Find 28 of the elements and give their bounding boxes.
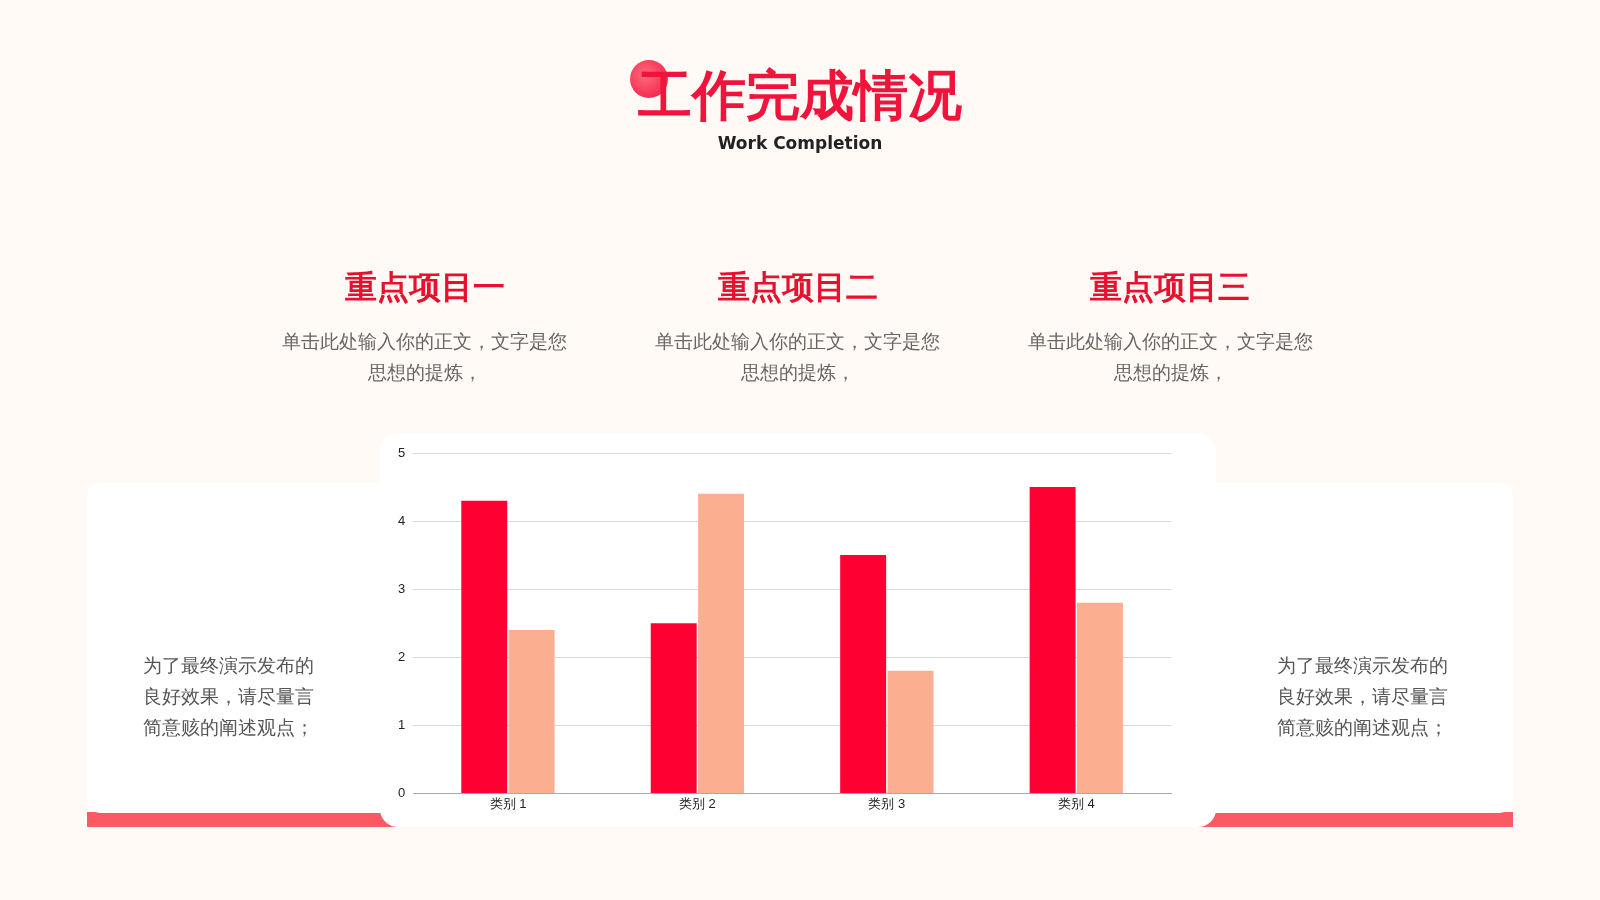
text: 单击此处输入你的正文，文字是您思想的提炼， (282, 329, 567, 385)
text: 为了最终演示发布的良好效果，请尽量言简意赅的阐述观点； (143, 653, 315, 740)
chart-subtitle: Work Completion (716, 133, 884, 153)
text: 为了最终演示发布的良好效果，请尽量言简意赅的阐述观点； (1277, 653, 1449, 740)
x-tick-label: 类别 2 (678, 795, 716, 811)
text: 重点项目二 (717, 267, 879, 308)
bar (1076, 602, 1123, 793)
text: 重点项目一 (344, 267, 506, 308)
y-tick-label: 1 (398, 716, 406, 732)
y-tick-label: 5 (398, 444, 406, 460)
y-tick-label: 2 (398, 648, 406, 664)
text: 重点项目三 (1089, 267, 1251, 308)
bar (1029, 487, 1076, 793)
bar (508, 630, 555, 793)
x-tick-label: 类别 1 (489, 795, 527, 811)
chart-title: 工作完成情况 (637, 63, 963, 129)
y-tick-label: 0 (398, 784, 406, 800)
y-tick-label: 4 (398, 512, 406, 528)
text: 单击此处输入你的正文，文字是您思想的提炼， (1028, 329, 1313, 385)
x-tick-label: 类别 3 (868, 795, 906, 811)
bar (650, 623, 697, 793)
bar (461, 500, 508, 793)
x-tick-label: 类别 4 (1057, 795, 1095, 811)
bar (840, 555, 887, 793)
text: 单击此处输入你的正文，文字是您思想的提炼， (655, 329, 940, 385)
bar (698, 493, 745, 793)
y-tick-label: 3 (398, 580, 406, 596)
bar (887, 670, 934, 793)
